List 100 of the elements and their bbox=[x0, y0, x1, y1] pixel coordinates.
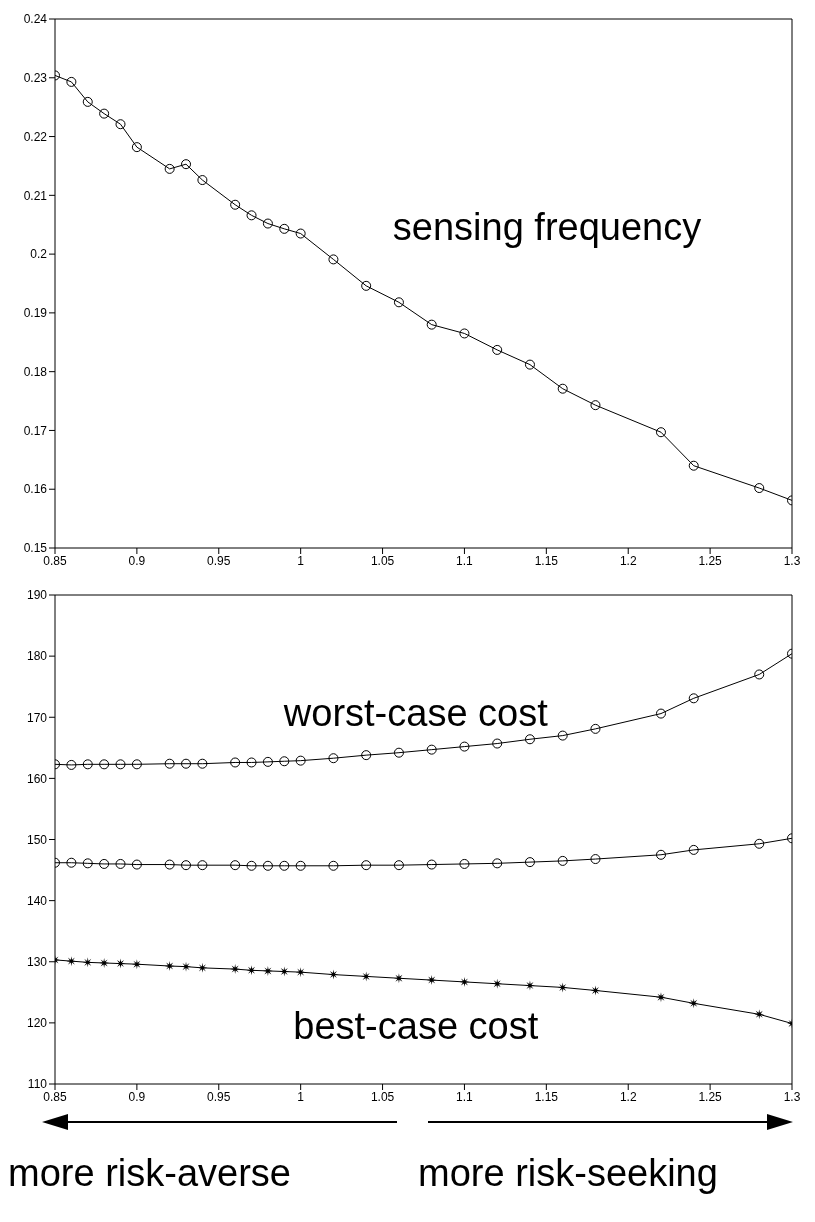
point bbox=[230, 199, 241, 210]
point bbox=[82, 957, 93, 968]
text: more risk-seeking bbox=[418, 1152, 718, 1195]
y-tick-label: 0.15 bbox=[23, 541, 48, 556]
point bbox=[246, 757, 257, 768]
point bbox=[557, 982, 568, 993]
point bbox=[459, 976, 470, 987]
point bbox=[590, 400, 601, 411]
point bbox=[82, 759, 93, 770]
y-tick-label: 0.18 bbox=[23, 364, 48, 379]
point bbox=[181, 758, 192, 769]
point bbox=[328, 860, 339, 871]
series-label: sensing frequency bbox=[392, 205, 702, 249]
point bbox=[279, 966, 290, 977]
point bbox=[688, 460, 699, 471]
point bbox=[131, 959, 142, 970]
y-tick-label: 130 bbox=[26, 955, 48, 970]
point bbox=[66, 956, 77, 967]
x-tick-label: 0.95 bbox=[207, 553, 231, 568]
y-tick-label: 150 bbox=[26, 832, 48, 847]
x-tick-label: 1.3 bbox=[783, 1089, 801, 1104]
point bbox=[164, 961, 175, 972]
point bbox=[115, 858, 126, 869]
x-tick-label: 1.2 bbox=[619, 1089, 637, 1104]
point bbox=[754, 483, 765, 494]
point bbox=[655, 992, 666, 1003]
y-tick-label: 120 bbox=[26, 1016, 48, 1031]
point bbox=[295, 967, 306, 978]
point bbox=[262, 218, 273, 229]
point bbox=[393, 297, 404, 308]
point bbox=[426, 319, 437, 330]
y-tick-label: 0.24 bbox=[23, 12, 48, 27]
x-tick-label: 1.2 bbox=[619, 553, 637, 568]
point bbox=[230, 757, 241, 768]
x-tick-label: 1.25 bbox=[698, 553, 723, 568]
point bbox=[590, 985, 601, 996]
y-tick-label: 110 bbox=[27, 1077, 48, 1092]
point bbox=[655, 708, 666, 719]
point bbox=[181, 961, 192, 972]
point bbox=[230, 964, 241, 975]
point bbox=[426, 975, 437, 986]
point bbox=[328, 753, 339, 764]
point bbox=[393, 973, 404, 984]
point bbox=[524, 980, 535, 991]
point bbox=[131, 859, 142, 870]
point bbox=[557, 730, 568, 741]
point bbox=[246, 860, 257, 871]
point bbox=[328, 254, 339, 265]
point bbox=[754, 669, 765, 680]
point bbox=[230, 860, 241, 871]
point bbox=[361, 860, 372, 871]
point bbox=[246, 210, 257, 221]
point bbox=[115, 759, 126, 770]
point bbox=[524, 734, 535, 745]
text: more risk-averse bbox=[8, 1152, 291, 1195]
point bbox=[426, 744, 437, 755]
point bbox=[492, 738, 503, 749]
x-tick-label: 0.85 bbox=[43, 553, 67, 568]
y-tick-label: 0.17 bbox=[23, 423, 48, 438]
point bbox=[492, 344, 503, 355]
point bbox=[459, 858, 470, 869]
point bbox=[279, 756, 290, 767]
point bbox=[754, 1009, 765, 1020]
x-tick-label: 1.05 bbox=[370, 1089, 395, 1104]
point bbox=[295, 228, 306, 239]
series-label: best-case cost bbox=[293, 1004, 539, 1048]
x-tick-label: 0.85 bbox=[43, 1089, 67, 1104]
point bbox=[295, 860, 306, 871]
x-tick-label: 1.15 bbox=[534, 553, 559, 568]
x-tick-label: 1 bbox=[297, 553, 305, 568]
point bbox=[131, 142, 142, 153]
point bbox=[82, 858, 93, 869]
point bbox=[262, 756, 273, 767]
point bbox=[590, 854, 601, 865]
point bbox=[524, 857, 535, 868]
point bbox=[361, 971, 372, 982]
point bbox=[66, 76, 77, 87]
point bbox=[66, 857, 77, 868]
point bbox=[99, 759, 110, 770]
y-tick-label: 0.16 bbox=[23, 482, 48, 497]
x-tick-label: 0.9 bbox=[128, 553, 146, 568]
x-tick-label: 0.95 bbox=[207, 1089, 231, 1104]
point bbox=[361, 280, 372, 291]
point bbox=[492, 978, 503, 989]
point bbox=[557, 383, 568, 394]
point bbox=[82, 96, 93, 107]
point bbox=[197, 962, 208, 973]
point bbox=[279, 223, 290, 234]
point bbox=[524, 359, 535, 370]
y-tick-label: 0.19 bbox=[23, 306, 48, 321]
point bbox=[688, 844, 699, 855]
point bbox=[164, 859, 175, 870]
point bbox=[197, 860, 208, 871]
point bbox=[754, 838, 765, 849]
y-tick-label: 0.23 bbox=[23, 71, 48, 86]
y-tick-label: 170 bbox=[26, 710, 48, 725]
y-tick-label: 0.22 bbox=[23, 129, 48, 144]
point bbox=[197, 175, 208, 186]
y-tick-label: 0.21 bbox=[23, 188, 48, 203]
point bbox=[590, 723, 601, 734]
